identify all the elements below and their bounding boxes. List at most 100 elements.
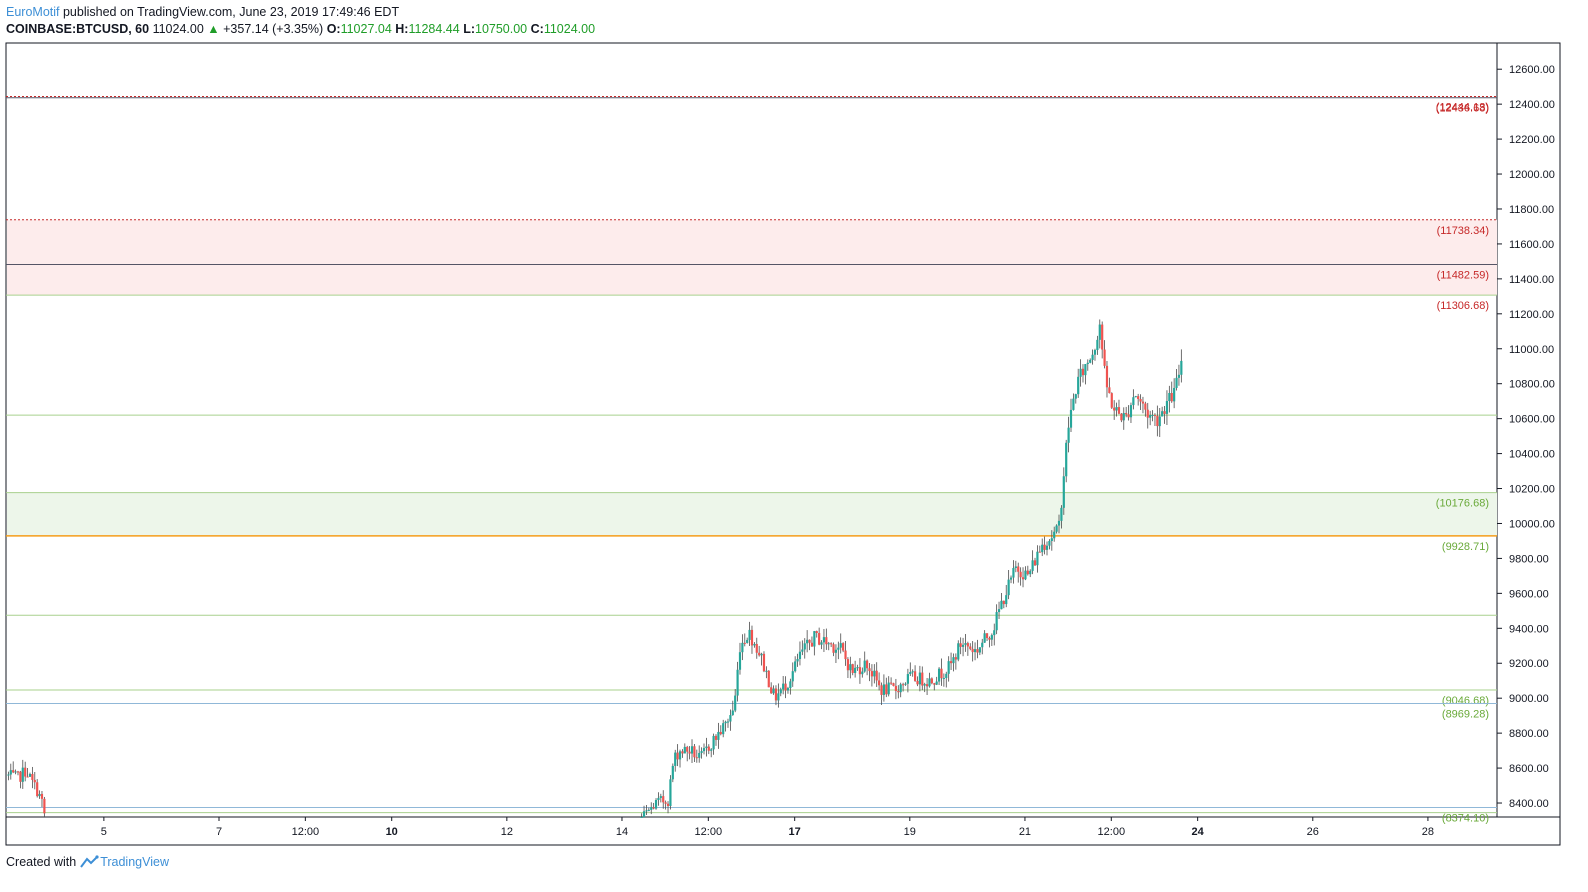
candle-up — [1048, 540, 1051, 546]
candle-down — [695, 757, 698, 759]
candle-down — [1113, 407, 1116, 411]
candle-down — [12, 770, 15, 773]
candle-up — [765, 670, 768, 672]
candle-up — [1029, 570, 1032, 575]
candle-down — [688, 751, 691, 754]
symbol-info: COINBASE:BTCUSD, 60 11024.00 ▲ +357.14 (… — [6, 22, 595, 36]
level-label: (11482.59) — [1437, 269, 1489, 281]
candle-up — [738, 652, 742, 670]
candle-up — [640, 817, 643, 818]
candle-down — [985, 633, 989, 639]
candle-up — [1098, 324, 1101, 340]
candle-down — [815, 631, 818, 633]
candle-up — [779, 689, 782, 694]
candle-down — [976, 649, 979, 653]
footer: Created with TradingView — [6, 855, 169, 869]
last-price: 11024.00 — [152, 22, 204, 36]
candle-up — [700, 751, 703, 753]
candle-up — [849, 664, 852, 671]
candle-up — [1093, 350, 1097, 355]
candle-down — [890, 682, 893, 684]
candle-up — [822, 637, 826, 643]
candle-up — [1014, 566, 1017, 568]
candle-up — [906, 674, 909, 684]
publish-info: EuroMotif published on TradingView.com, … — [6, 5, 399, 19]
candle-down — [933, 683, 936, 685]
price-tick-label: 9800.00 — [1509, 553, 1549, 565]
candle-down — [664, 802, 667, 804]
candle-up — [782, 683, 785, 690]
candle-down — [892, 683, 895, 686]
candle-up — [786, 688, 790, 691]
candle-down — [954, 657, 957, 660]
candle-up — [748, 629, 751, 640]
tradingview-brand: TradingView — [100, 855, 169, 869]
price-tick-label: 12400.00 — [1509, 99, 1555, 111]
candle-up — [1173, 387, 1176, 402]
price-tick-label: 10400.00 — [1509, 449, 1555, 461]
tradingview-link[interactable]: TradingView — [80, 855, 169, 869]
candle-up — [899, 684, 902, 693]
candle-down — [1125, 413, 1128, 415]
candle-up — [731, 710, 734, 716]
symbol-name: COINBASE:BTCUSD, 60 — [6, 22, 150, 36]
candle-down — [1021, 577, 1025, 580]
author-link[interactable]: EuroMotif — [6, 5, 60, 19]
candle-up — [710, 749, 713, 751]
candle-down — [1139, 399, 1142, 402]
candle-up — [645, 810, 648, 812]
candle-down — [755, 643, 758, 653]
candle-down — [1101, 324, 1104, 350]
candle-up — [947, 661, 950, 674]
resistance-zone — [7, 219, 1497, 296]
candle-down — [1170, 392, 1173, 402]
candle-up — [1072, 398, 1075, 410]
candle-down — [774, 688, 778, 701]
candle-down — [885, 684, 888, 695]
level-label: (9046.68) — [1442, 695, 1489, 707]
candle-down — [1002, 600, 1005, 605]
candle-up — [647, 809, 650, 811]
candle-down — [40, 793, 44, 799]
candle-down — [894, 685, 897, 692]
candle-up — [1175, 377, 1178, 388]
candle-up — [1000, 600, 1003, 610]
candle-up — [14, 771, 17, 773]
candle-down — [1163, 411, 1166, 414]
price-tick-label: 11400.00 — [1509, 274, 1554, 286]
candle-up — [827, 643, 830, 645]
candles — [7, 319, 1183, 818]
candle-up — [1079, 368, 1082, 377]
price-tick-label: 8800.00 — [1509, 728, 1549, 740]
candle-down — [949, 661, 953, 664]
candle-down — [925, 684, 929, 687]
candle-up — [1091, 354, 1094, 360]
candle-down — [1043, 544, 1046, 550]
price-tick-label: 9400.00 — [1509, 623, 1549, 635]
candle-up — [861, 671, 864, 675]
candle-down — [810, 642, 814, 647]
candle-down — [36, 782, 39, 797]
candle-up — [1067, 427, 1070, 443]
candle-up — [1074, 394, 1077, 399]
candle-up — [839, 643, 842, 648]
level-label: (10176.68) — [1436, 498, 1489, 510]
candle-down — [652, 807, 655, 809]
candle-up — [796, 659, 799, 662]
published-text: published on TradingView.com, June 23, 2… — [62, 5, 400, 19]
candle-up — [760, 653, 763, 656]
candle-up — [734, 695, 737, 711]
candle-down — [33, 779, 36, 783]
candle-down — [969, 646, 972, 649]
candle-up — [1009, 577, 1013, 580]
candle-down — [24, 767, 27, 777]
candle-down — [858, 667, 862, 675]
candle-up — [659, 796, 662, 798]
candle-up — [690, 746, 694, 754]
candle-down — [1105, 365, 1109, 388]
candle-up — [729, 715, 732, 722]
candle-up — [1057, 520, 1061, 526]
open-label: O: — [326, 22, 341, 36]
candle-up — [1084, 364, 1087, 376]
